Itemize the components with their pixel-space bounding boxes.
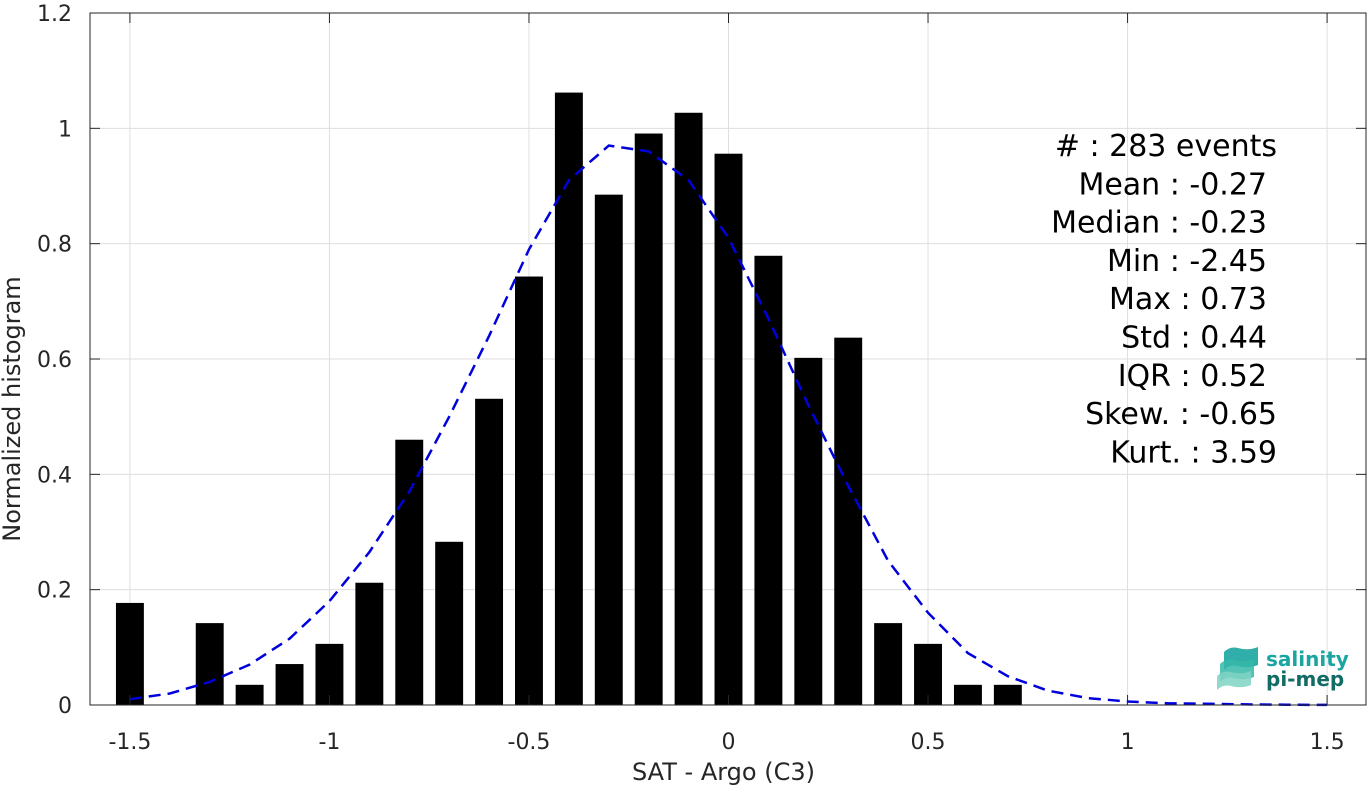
bar-0 [115,602,144,705]
stat-line-8: Kurt. : 3.59 [1110,435,1277,470]
bar-5 [355,582,384,705]
y-tick-label-3: 0.6 [37,348,72,373]
bar-1 [195,623,224,705]
x-tick-label-5: 1 [1121,730,1135,755]
bar-20 [953,684,982,705]
bar-21 [993,684,1022,705]
x-tick-label-1: -1 [318,730,340,755]
histogram-bars [115,92,1022,706]
y-tick-label-2: 0.4 [37,463,72,488]
x-tick-labels: -1.5 -1 -0.5 0 0.5 1 1.5 [108,730,1344,755]
bar-11 [594,194,623,705]
x-tick-label-6: 1.5 [1310,730,1345,755]
bar-3 [275,664,304,705]
bar-18 [874,623,903,705]
bar-7 [435,541,464,705]
stat-line-2: Median : -0.23 [1051,206,1267,241]
x-tick-label-0: -1.5 [108,730,151,755]
y-tick-label-6: 1.2 [37,2,72,27]
y-tick-label-5: 1 [58,117,72,142]
stat-line-7: Skew. : -0.65 [1085,397,1277,432]
bar-16 [794,357,823,705]
y-tick-labels: 0 0.2 0.4 0.6 0.8 1 1.2 [37,2,72,719]
wave-logo-icon [1217,647,1258,690]
bar-9 [515,276,543,705]
bar-12 [634,133,663,706]
bar-15 [754,255,783,705]
x-tick-label-4: 0.5 [911,730,946,755]
bar-4 [315,643,344,705]
bar-19 [914,643,942,705]
axis-ticks [90,12,1366,706]
bar-13 [674,112,703,706]
bar-17 [834,337,863,705]
salinity-pi-mep-logo: salinity pi-mep [1217,647,1349,691]
stat-line-6: IQR : 0.52 [1118,359,1267,394]
bar-6 [395,439,424,705]
x-axis-label: SAT - Argo (C3) [632,758,815,786]
y-tick-label-0: 0 [58,694,72,719]
x-tick-label-3: 0 [722,730,736,755]
bar-10 [554,92,583,705]
bar-8 [475,398,504,705]
y-tick-label-4: 0.8 [37,233,72,258]
logo-text-pi-mep: pi-mep [1266,667,1344,691]
bar-14 [714,153,743,705]
y-axis-label: Normalized histogram [0,276,26,541]
stat-line-3: Min : -2.45 [1107,244,1267,279]
stat-line-4: Max : 0.73 [1109,282,1267,317]
y-tick-label-1: 0.2 [37,579,72,604]
logo-text-salinity: salinity [1266,647,1349,671]
bar-2 [235,684,264,705]
x-tick-label-2: -0.5 [508,730,551,755]
stat-line-1: Mean : -0.27 [1078,167,1267,202]
stat-line-5: Std : 0.44 [1121,321,1267,356]
stat-line-0: # : 283 events [1055,129,1277,164]
